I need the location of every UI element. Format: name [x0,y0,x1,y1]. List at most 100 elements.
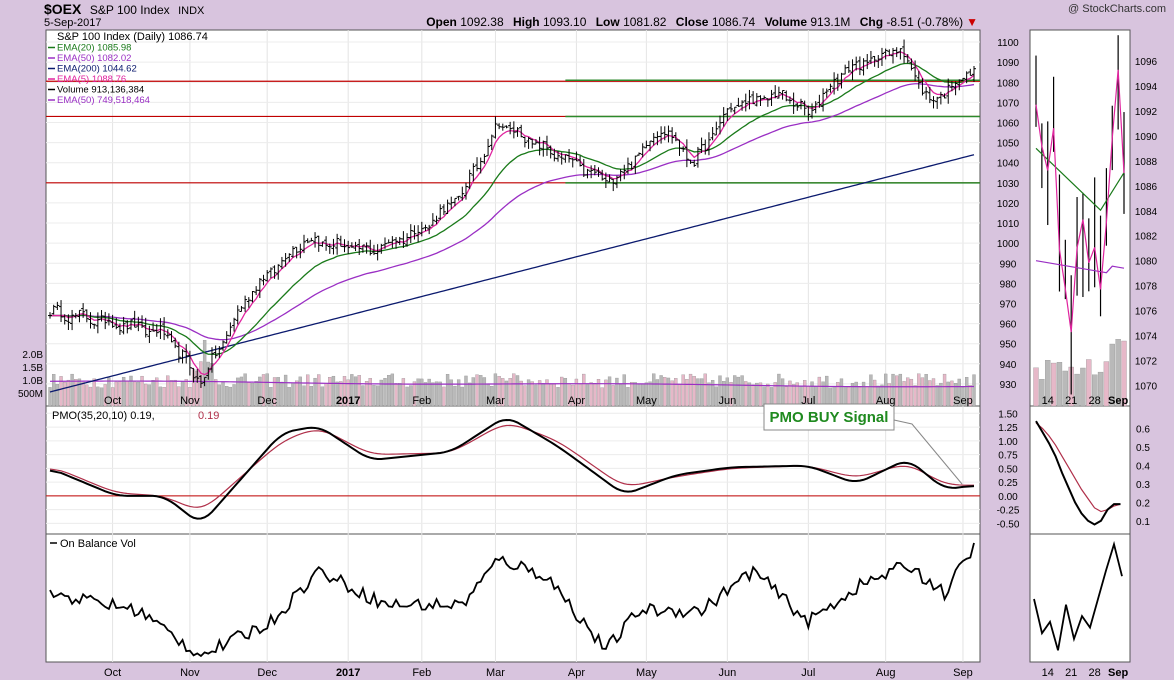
volume-bar [387,375,391,407]
volume-bar [162,386,166,407]
volume-bar [898,373,903,407]
volume-bar [501,378,505,407]
symbol: $OEX [44,1,82,17]
price-axis-tick: 1100 [997,38,1019,49]
volume-bar [324,382,328,407]
volume-bar [526,379,531,407]
price-axis-tick: 1030 [997,179,1020,190]
open-value: 1092.38 [460,15,504,29]
zoom-x-tick-label: 21 [1065,395,1077,407]
volume-bar [515,375,520,407]
main-x-tick-label: Dec [257,395,277,407]
volume-bar [791,384,796,407]
volume-bar [449,379,453,407]
zoom-price-tick: 1072 [1135,357,1158,368]
volume-bar [618,384,623,407]
price-axis-tick: 1090 [997,58,1020,69]
main-x-tick-label: Sep [953,395,973,407]
volume-bar [313,377,317,407]
legend-entry: EMA(20) 1085.98 [57,43,131,54]
volume-bar [817,376,822,407]
volume-bar [972,374,976,407]
volume-bar [283,374,288,407]
volume-bar [688,373,693,407]
volume-bar [306,374,310,407]
volume-bar [523,385,527,407]
price-axis-tick: 1040 [997,159,1020,170]
volume-bar [508,378,512,407]
volume-bar [456,379,461,407]
volume-bar [331,375,336,407]
obv-x-tick-label: Nov [180,667,200,679]
zoom-panel-3 [1029,533,1131,663]
zoom-price-tick: 1094 [1135,82,1158,93]
volume-bar [729,382,733,407]
volume-bar [169,380,174,407]
volume-bar [497,376,501,407]
volume-bar [350,374,354,407]
volume-axis-tick: 2.0B [22,350,43,361]
volume-bar [309,386,314,407]
volume-bar [184,379,188,407]
zoom-pmo-tick: 0.4 [1136,461,1150,472]
price-axis-tick: 1000 [997,239,1020,250]
price-axis-tick: 1050 [997,139,1020,150]
volume-bar [762,386,766,407]
volume-bar [582,373,586,407]
volume-bar [77,378,82,407]
volume-bar [718,375,722,407]
price-axis-tick: 940 [1000,360,1017,371]
chart-panel-3 [45,533,981,663]
zoom-volume-bar [1097,371,1104,407]
zoom-pmo-tick: 0.6 [1136,424,1150,435]
volume-bar [471,377,475,407]
volume-bar [214,379,218,407]
volume-bar [913,385,917,407]
zoom-price-tick: 1076 [1135,307,1158,318]
volume-bar [836,382,840,407]
chart-title: $OEX S&P 100 Index INDX [44,1,204,19]
volume-bar [379,379,383,407]
volume-axis-tick: 1.0B [22,376,43,387]
volume-bar [699,378,704,407]
volume-bar [320,386,325,407]
price-axis-tick: 1070 [997,98,1020,109]
volume-bar [755,382,759,407]
volume-bar [593,383,597,407]
volume-bar [906,377,910,407]
zoom-price-tick: 1074 [1135,332,1158,343]
volume-bar [674,378,678,407]
volume-bar [935,385,939,407]
volume-bar [177,386,181,407]
volume-bar [545,379,549,407]
volume-bar [839,378,844,407]
volume-bar [254,381,258,407]
volume-bar [685,379,689,407]
volume-bar [766,383,770,407]
brand-label: @ StockCharts.com [1068,3,1166,15]
volume-bar [136,381,141,407]
volume-bar [596,379,601,407]
zoom-volume-bar [1121,340,1127,407]
zoom-pmo-tick: 0.1 [1136,517,1150,528]
volume-bar [740,375,744,407]
price-axis-tick: 1080 [997,78,1020,89]
volume-bar [589,382,593,407]
volume-bar [317,374,321,407]
ema5-line [50,51,975,376]
zoom-pmo-tick: 0.2 [1136,498,1150,509]
zoom-volume-bar [1092,374,1098,407]
volume-bar [460,386,464,407]
zoom-panel-2 [1029,405,1131,535]
price-axis-tick: 980 [1000,279,1017,290]
zoom-price-tick: 1096 [1135,57,1158,68]
zoom-obv-x-tick-label: 14 [1042,667,1054,679]
zoom-pmo-tick: 0.5 [1136,443,1150,454]
volume-axis-tick: 1.5B [22,363,43,374]
volume-bar [88,386,93,407]
obv-x-tick-label: Sep [953,667,973,679]
pmo-axis-tick: -0.25 [997,506,1020,517]
volume-bar [788,380,792,407]
pmo-legend-signal: 0.19 [198,410,219,422]
